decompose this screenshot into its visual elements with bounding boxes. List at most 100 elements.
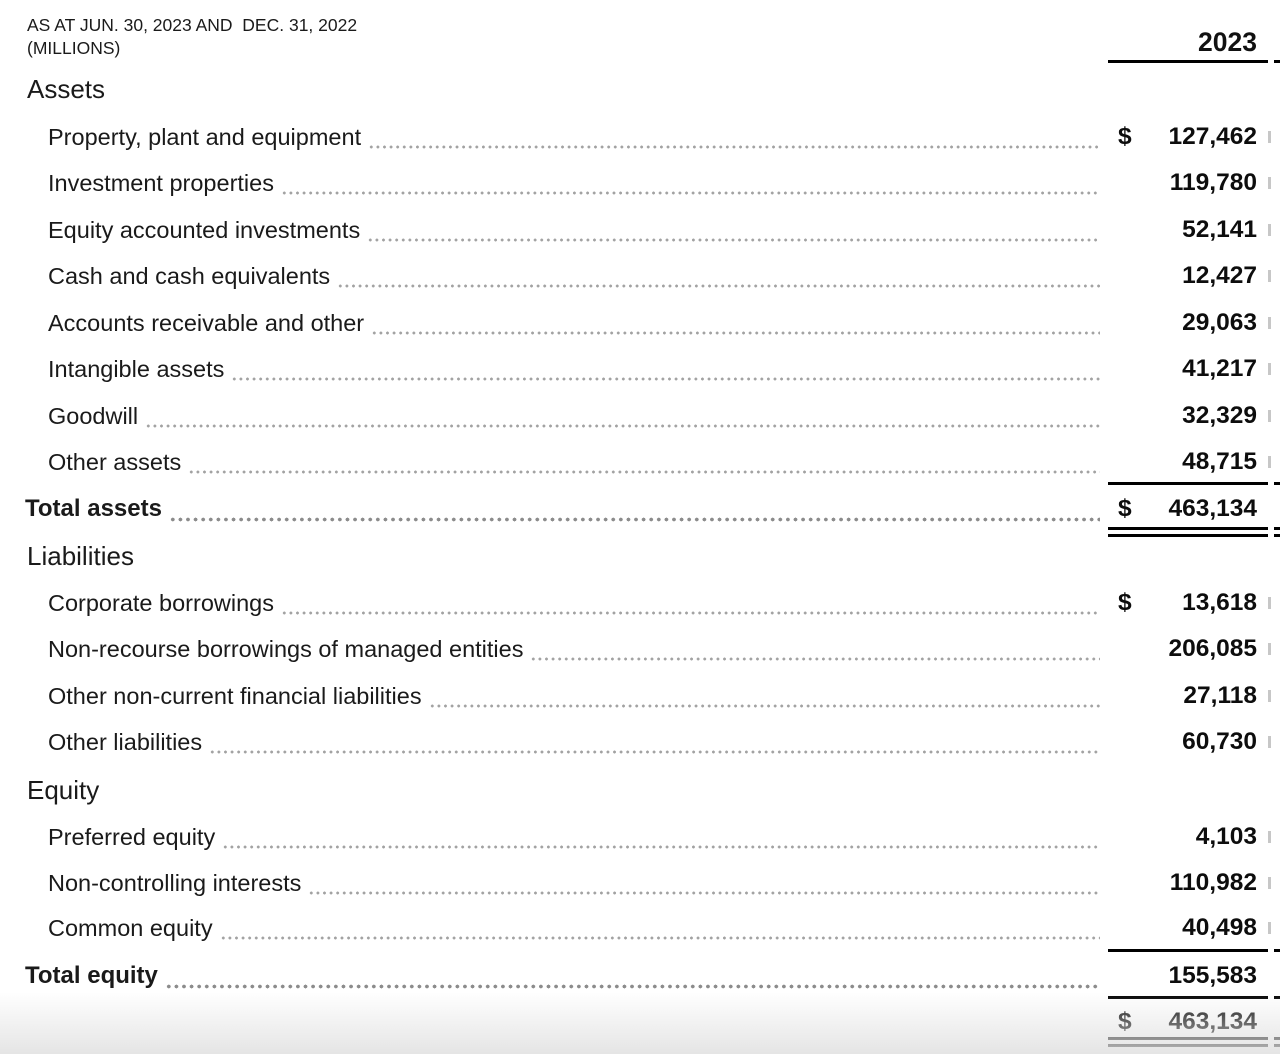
table-row-non-recourse-borrowings: Non-recourse borrowings of managed entit…	[0, 626, 1280, 672]
dollar-sign: $	[1118, 589, 1132, 616]
table-row-total-assets: Total assets $463,134	[0, 486, 1280, 532]
row-value-cell: 48,715	[1108, 439, 1268, 485]
row-value: 127,462	[1168, 123, 1257, 150]
dotted-leader	[209, 750, 1100, 754]
row-value: 119,780	[1169, 169, 1257, 196]
row-value: 12,427	[1182, 262, 1257, 289]
dotted-leader	[280, 611, 1100, 615]
dotted-leader	[231, 377, 1100, 381]
row-label: Total assets	[25, 495, 162, 522]
row-value: 32,329	[1182, 402, 1257, 429]
row-label: Non-recourse borrowings of managed entit…	[48, 635, 524, 662]
table-row-investment-properties: Investment properties 119,780	[0, 160, 1280, 206]
dollar-sign: $	[1118, 123, 1132, 150]
dotted-leader	[368, 145, 1100, 149]
cutoff-2022-value-mark	[1268, 597, 1271, 609]
cutoff-2022-double-rule	[1274, 527, 1280, 537]
row-value: 206,085	[1168, 635, 1257, 662]
dotted-leader	[145, 424, 1100, 428]
cutoff-2022-value-mark	[1268, 456, 1271, 468]
dotted-leader	[428, 704, 1100, 708]
row-value-cell: 4,103	[1108, 814, 1268, 860]
total-assets-top-rule	[1108, 482, 1268, 485]
dotted-leader	[188, 470, 1100, 474]
total-assets-double-rule	[1108, 527, 1268, 537]
table-row-equity-accounted-investments: Equity accounted investments 52,141	[0, 207, 1280, 253]
row-value: 463,134	[1168, 495, 1257, 522]
table-row-corporate-borrowings: Corporate borrowings $13,618	[0, 580, 1280, 626]
row-value: 4,103	[1195, 823, 1257, 850]
section-heading-label: Equity	[27, 774, 100, 805]
row-value-cell: 119,780	[1108, 160, 1268, 206]
row-label: Other liabilities	[48, 728, 203, 755]
section-heading-label: Liabilities	[27, 540, 134, 571]
row-value: 27,118	[1183, 682, 1257, 709]
dotted-leader	[219, 936, 1100, 940]
table-row-common-equity: Common equity 40,498	[0, 905, 1280, 951]
cutoff-2022-value-mark	[1268, 690, 1271, 702]
row-value-cell: 12,427	[1108, 253, 1268, 299]
dotted-leader	[222, 845, 1100, 849]
row-value: 52,141	[1182, 216, 1257, 243]
table-row-cash-and-cash-equivalents: Cash and cash equivalents 12,427	[0, 253, 1280, 299]
cutoff-2022-value-mark	[1268, 831, 1271, 843]
cutoff-2022-value-mark	[1268, 131, 1271, 143]
row-value-cell: 60,730	[1108, 719, 1268, 765]
row-value-cell: 40,498	[1108, 905, 1268, 951]
row-label: Preferred equity	[48, 823, 216, 850]
row-label: Property, plant and equipment	[48, 123, 362, 150]
row-value: 48,715	[1182, 448, 1257, 475]
total-equity-top-rule	[1108, 949, 1268, 952]
section-heading-label: Assets	[27, 73, 106, 104]
section-heading-liabilities: Liabilities	[0, 533, 1280, 579]
table-row-non-controlling-interests: Non-controlling interests 110,982	[0, 860, 1280, 906]
table-row-other-non-current-financial-liabilities: Other non-current financial liabilities …	[0, 673, 1280, 719]
row-value-cell: $13,618	[1108, 580, 1268, 626]
table-row-preferred-equity: Preferred equity 4,103	[0, 814, 1280, 860]
row-value-cell: 32,329	[1108, 393, 1268, 439]
cutoff-2022-header-underline	[1274, 60, 1280, 63]
section-heading-equity: Equity	[0, 767, 1280, 813]
cutoff-2022-rule	[1274, 482, 1280, 485]
dotted-leader-bold	[168, 517, 1100, 522]
row-label: Accounts receivable and other	[48, 309, 365, 336]
row-value: 40,498	[1182, 914, 1257, 941]
cutoff-2022-value-mark	[1268, 410, 1271, 422]
row-value: 155,583	[1168, 962, 1257, 989]
row-value-cell: 155,583	[1108, 953, 1268, 999]
row-value-cell: 27,118	[1108, 673, 1268, 719]
cutoff-2022-value-mark	[1268, 177, 1271, 189]
row-value: 13,618	[1182, 589, 1257, 616]
table-row-goodwill: Goodwill 32,329	[0, 393, 1280, 439]
table-row-total-equity: Total equity 155,583	[0, 953, 1280, 999]
table-row-accounts-receivable-and-other: Accounts receivable and other 29,063	[0, 300, 1280, 346]
column-header-underline	[1108, 60, 1268, 63]
row-value-cell: 41,217	[1108, 346, 1268, 392]
dotted-leader-bold	[164, 984, 1100, 989]
page-bottom-shadow	[0, 992, 1280, 1054]
cutoff-2022-value-mark	[1268, 922, 1271, 934]
row-value-cell: $463,134	[1108, 486, 1268, 532]
row-value-cell: $127,462	[1108, 114, 1268, 160]
statement-title-line2: (MILLIONS)	[27, 37, 121, 58]
row-value-cell: 29,063	[1108, 300, 1268, 346]
row-label: Investment properties	[48, 169, 274, 196]
row-value: 60,730	[1182, 728, 1257, 755]
cutoff-2022-rule	[1274, 949, 1280, 952]
row-label: Common equity	[48, 914, 213, 941]
row-value-cell: 206,085	[1108, 626, 1268, 672]
row-label: Intangible assets	[48, 355, 225, 382]
row-label: Non-controlling interests	[48, 869, 302, 896]
row-label: Corporate borrowings	[48, 589, 274, 616]
statement-title-line1: AS AT JUN. 30, 2023 AND DEC. 31, 2022	[27, 15, 358, 35]
cutoff-2022-value-mark	[1268, 224, 1271, 236]
row-label: Cash and cash equivalents	[48, 262, 331, 289]
row-value-cell: 52,141	[1108, 207, 1268, 253]
table-row-property-plant-equipment: Property, plant and equipment $127,462	[0, 114, 1280, 160]
dotted-leader	[367, 238, 1100, 242]
row-label: Equity accounted investments	[48, 216, 361, 243]
dotted-leader	[337, 284, 1100, 288]
dotted-leader	[371, 331, 1100, 335]
table-row-other-assets: Other assets 48,715	[0, 439, 1280, 485]
row-value: 29,063	[1182, 309, 1257, 336]
